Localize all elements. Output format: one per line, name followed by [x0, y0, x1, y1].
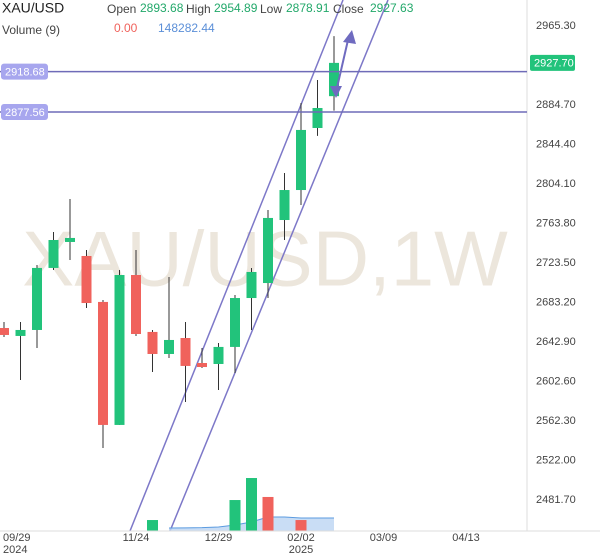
volume-bar	[246, 478, 257, 531]
x-tick-label: 12/29	[205, 532, 233, 544]
candle-body	[65, 237, 75, 242]
candle-body	[246, 271, 257, 299]
volume-ma-value: 148282.44	[158, 21, 215, 35]
arrow	[330, 30, 356, 98]
volume-bar	[295, 520, 307, 531]
y-tick-label: 2602.60	[536, 375, 576, 387]
candle-body	[114, 274, 125, 425]
channel-lower	[169, 0, 389, 531]
candle-body	[213, 346, 224, 364]
y-tick-label: 2642.90	[536, 336, 576, 348]
candle-body	[197, 363, 207, 368]
plot-area	[0, 0, 389, 531]
candle-body	[147, 331, 158, 354]
y-tick-label: 2723.50	[536, 257, 576, 269]
y-tick-label: 2522.00	[536, 454, 576, 466]
low-label: Low	[260, 2, 282, 16]
volume-bar	[229, 500, 241, 531]
candle-body	[230, 298, 240, 347]
candle-body	[32, 267, 42, 330]
candle-body	[15, 329, 26, 336]
open-value: 2893.68	[140, 1, 184, 15]
last-price-tag	[530, 54, 575, 71]
low-value: 2878.91	[286, 1, 330, 15]
y-tick-label: 2884.70	[536, 99, 576, 111]
candle-body	[296, 129, 306, 191]
channel-upper	[129, 0, 344, 531]
x-tick-label: 09/29	[3, 532, 31, 544]
candle-body	[0, 328, 9, 335]
y-tick-label: 2844.40	[536, 138, 576, 150]
price-line-label: 2877.56	[5, 107, 45, 119]
close-label: Close	[333, 2, 364, 16]
symbol: XAU/USD	[2, 0, 64, 16]
candle-body	[81, 255, 92, 304]
high-label: High	[186, 2, 211, 16]
x-year-label: 2025	[289, 544, 313, 556]
candle-body	[329, 62, 339, 97]
y-tick-label: 2481.70	[536, 494, 576, 506]
high-value: 2954.89	[214, 1, 258, 15]
candle-body	[131, 274, 141, 334]
volume-label: Volume (9)	[2, 23, 60, 37]
candle-body	[279, 190, 290, 221]
x-tick-label: 11/24	[123, 532, 150, 544]
y-tick-label: 2804.10	[536, 178, 576, 190]
x-tick-label: 04/13	[452, 532, 480, 544]
y-tick-label: 2562.30	[536, 415, 576, 427]
candle-body	[98, 301, 108, 425]
x-tick-label: 02/02	[287, 532, 315, 544]
candle-body	[180, 338, 191, 366]
close-value: 2927.63	[370, 1, 414, 15]
price-line-tag	[1, 103, 48, 120]
candle-body	[48, 240, 59, 268]
y-tick-label: 2763.80	[536, 217, 576, 229]
price-line-tag	[1, 63, 48, 80]
volume-bar	[147, 520, 158, 531]
y-tick-label: 2965.30	[536, 20, 576, 32]
x-tick-label: 03/09	[370, 532, 398, 544]
candle-body	[312, 107, 323, 128]
candle-body	[263, 217, 273, 284]
last-price-label: 2927.70	[534, 58, 574, 70]
x-year-label: 2024	[3, 544, 27, 556]
volume-value: 0.00	[114, 21, 138, 35]
open-label: Open	[107, 2, 136, 16]
price-line-label: 2918.68	[5, 67, 45, 79]
y-tick-label: 2683.20	[536, 296, 576, 308]
volume-bar	[262, 496, 274, 531]
candle-body	[164, 339, 174, 354]
